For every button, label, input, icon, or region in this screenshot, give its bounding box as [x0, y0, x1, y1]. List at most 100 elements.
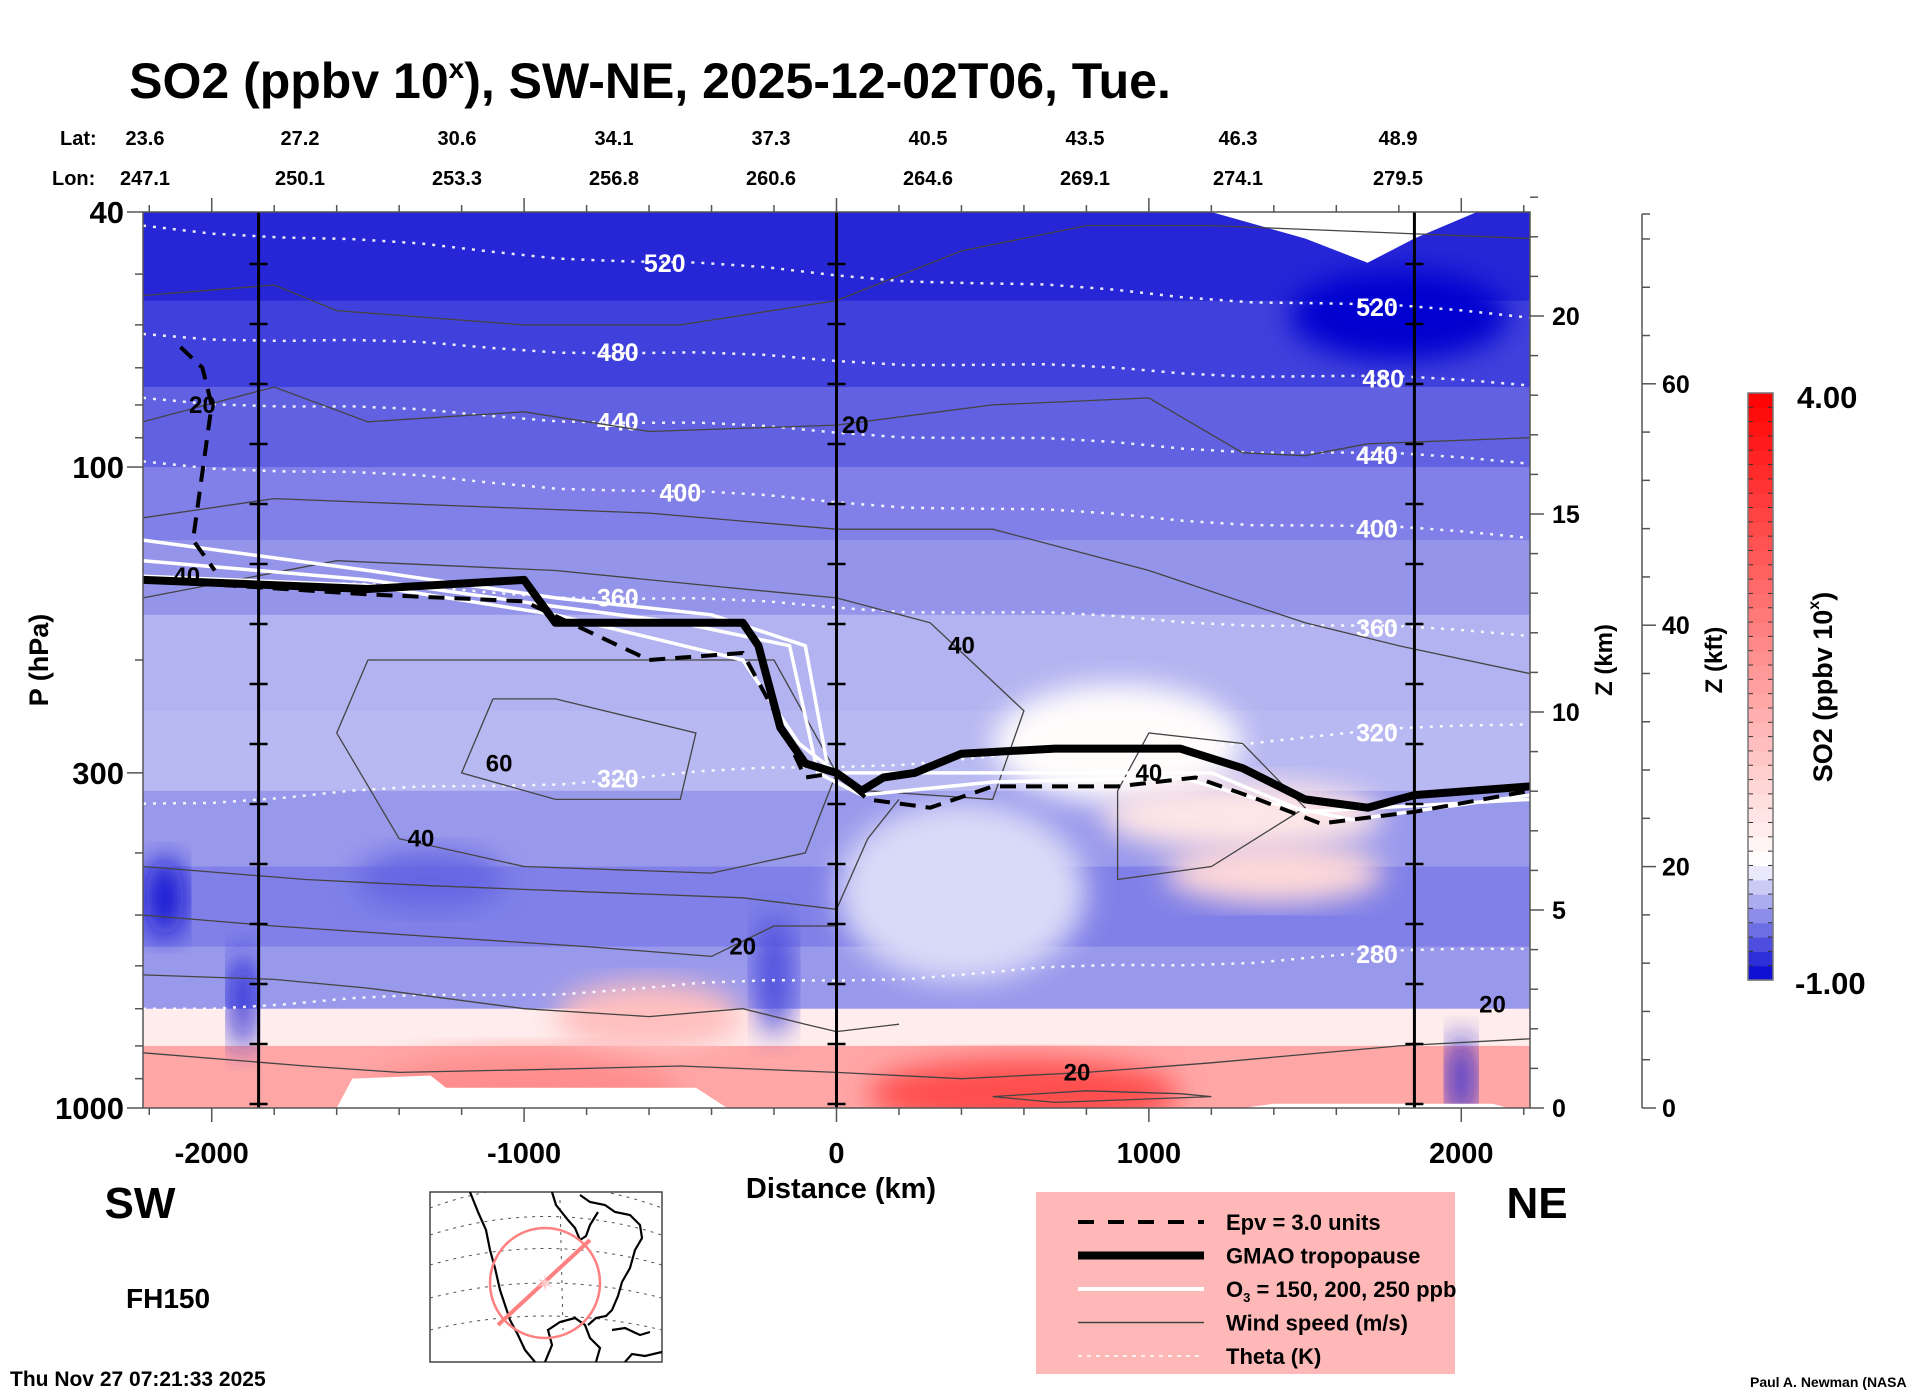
x-tick-label: 1000 — [1117, 1138, 1182, 1170]
colorbar-step — [1748, 450, 1773, 466]
svg-text:✶: ✶ — [536, 1271, 554, 1296]
legend-label: O3 = 150, 200, 250 ppb — [1226, 1277, 1456, 1305]
lon-value: 260.6 — [746, 168, 796, 190]
wind-contour — [143, 914, 837, 958]
wind-speed-label: 40 — [408, 826, 435, 853]
so2-blob — [836, 801, 1087, 982]
lat-value: 34.1 — [595, 128, 634, 150]
theta-contour-360 — [143, 574, 1530, 638]
lon-value: 253.3 — [432, 168, 482, 190]
colorbar-step — [1748, 736, 1773, 752]
wind-contour — [143, 497, 1530, 675]
direction-ne: NE — [1506, 1179, 1567, 1228]
colorbar-step — [1748, 393, 1773, 408]
colorbar — [1747, 392, 1774, 981]
legend-label: Theta (K) — [1226, 1344, 1321, 1369]
colorbar-step — [1748, 507, 1773, 523]
z-km-tick-label: 5 — [1552, 897, 1566, 925]
lat-label: Lat: — [60, 128, 97, 150]
colorbar-step — [1748, 822, 1773, 838]
lat-value: 30.6 — [438, 128, 477, 150]
colorbar-step — [1748, 464, 1773, 480]
x-tick-label: 0 — [828, 1138, 844, 1170]
wind-contour — [992, 1090, 1212, 1104]
lat-value: 37.3 — [752, 128, 791, 150]
colorbar-step — [1748, 965, 1773, 981]
lon-value: 250.1 — [275, 168, 325, 190]
colorbar-step — [1748, 808, 1773, 824]
y-tick-label: 40 — [90, 195, 124, 230]
lat-value: 27.2 — [281, 128, 320, 150]
colorbar-step — [1748, 521, 1773, 537]
theta-contour-320 — [143, 723, 1530, 805]
wind-speed-label: 60 — [486, 750, 513, 777]
colorbar-step — [1748, 836, 1773, 852]
theta-contour-480 — [143, 332, 1530, 387]
missing-data-area — [1211, 212, 1477, 263]
x-tick-label: -2000 — [175, 1138, 249, 1170]
colorbar-step — [1748, 894, 1773, 910]
x-axis-label: Distance (km) — [746, 1173, 936, 1205]
theta-contour-520 — [143, 224, 1530, 319]
lon-value: 264.6 — [903, 168, 953, 190]
colorbar-min-label: -1.00 — [1795, 966, 1866, 1001]
z-kft-tick-label: 40 — [1662, 612, 1690, 640]
so2-blob — [755, 914, 793, 1035]
y-tick-label: 100 — [72, 450, 124, 485]
contour-labels: 20 40 20 40 60 40 20 40 20 20 — [173, 392, 1505, 1086]
z-km-tick-label: 15 — [1552, 501, 1580, 529]
timestamp: Thu Nov 27 07:21:33 2025 — [10, 1368, 266, 1391]
colorbar-step — [1748, 579, 1773, 595]
colorbar-step — [1748, 793, 1773, 809]
theta-contour-400 — [143, 460, 1530, 540]
wind-contour — [143, 386, 1530, 457]
so2-blob — [230, 950, 256, 1051]
lat-value: 46.3 — [1219, 128, 1258, 150]
colorbar-step — [1748, 951, 1773, 967]
colorbar-step — [1748, 435, 1773, 451]
y-axis-label: P (hPa) — [24, 614, 54, 707]
wind-speed-label: 20 — [1064, 1059, 1091, 1086]
colorbar-step — [1748, 478, 1773, 494]
vertical-markers — [249, 212, 1424, 1108]
colorbar-step — [1748, 908, 1773, 924]
lat-value: 23.6 — [126, 128, 165, 150]
wind-speed-label: 20 — [189, 392, 216, 419]
colorbar-step — [1748, 707, 1773, 723]
colorbar-step — [1748, 493, 1773, 509]
theta-label: 320 — [1356, 719, 1398, 747]
theta-label: 280 — [1356, 941, 1398, 969]
colorbar-max-label: 4.00 — [1797, 380, 1857, 415]
tropopause-line — [143, 575, 1530, 812]
y-tick-label: 300 — [72, 756, 124, 791]
tropopause-path — [143, 575, 1530, 812]
theta-label: 440 — [597, 408, 639, 436]
z-km-tick-label: 0 — [1552, 1095, 1566, 1123]
lat-value: 40.5 — [909, 128, 948, 150]
wind-contour — [143, 224, 1530, 326]
colorbar-step — [1748, 665, 1773, 680]
legend-label: GMAO tropopause — [1226, 1244, 1420, 1269]
transect-overlay: ✶ — [488, 1226, 602, 1340]
so2-blob — [355, 849, 506, 910]
wind-speed-label: 20 — [1479, 992, 1506, 1019]
o3-contour — [143, 538, 829, 764]
colorbar-step — [1748, 937, 1773, 952]
x-tick-label: 2000 — [1429, 1138, 1494, 1170]
lat-value: 48.9 — [1379, 128, 1418, 150]
colorbar-step — [1748, 607, 1773, 623]
z-kft-tick-label: 60 — [1662, 371, 1690, 399]
coastline — [468, 1192, 662, 1362]
lon-value: 269.1 — [1060, 168, 1110, 190]
colorbar-step — [1748, 564, 1773, 580]
z-km-axis: 0 5 10 15 20 — [1530, 196, 1580, 1123]
colorbar-step — [1748, 650, 1773, 666]
colorbar-step — [1748, 636, 1773, 652]
colorbar-step — [1748, 879, 1773, 895]
colorbar-label: SO2 (ppbv 10x) — [1806, 592, 1838, 782]
theta-label: 360 — [597, 584, 639, 612]
legend-label: Epv = 3.0 units — [1226, 1210, 1381, 1235]
epv-contour — [143, 345, 1530, 826]
so2-blob — [1164, 843, 1384, 904]
